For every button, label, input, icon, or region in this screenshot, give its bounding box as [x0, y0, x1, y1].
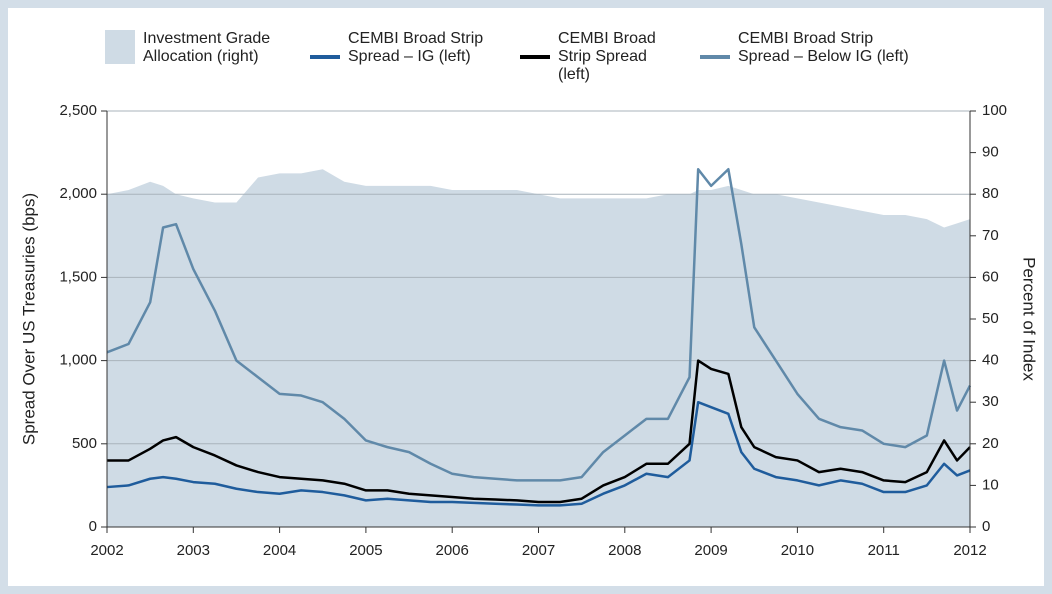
legend-label: CEMBI Broad Strip Spread – IG (left)	[348, 30, 484, 65]
y2-tick-label: 30	[982, 393, 999, 410]
y2-tick-label: 20	[982, 435, 999, 452]
y2-axis-title: Percent of Index	[1020, 257, 1039, 381]
y2-tick-label: 40	[982, 352, 999, 369]
line-series	[106, 167, 972, 482]
legend-swatch	[520, 55, 550, 59]
area	[107, 169, 970, 528]
x-tick-label: 2011	[868, 542, 900, 559]
line-series	[107, 359, 971, 504]
x-tick-label: 2002	[90, 542, 123, 559]
y2-tick-label: 100	[982, 102, 1007, 119]
x-tick-label: 2007	[522, 542, 555, 559]
x-tick-label: 2009	[694, 542, 727, 559]
line-series	[106, 400, 971, 507]
y-tick-label: 2,000	[59, 185, 97, 202]
legend-label: CEMBI Broad Strip Spread (left)	[558, 30, 656, 83]
y-tick-label: 1,500	[59, 268, 97, 285]
y2-tick-label: 50	[982, 310, 999, 327]
y-axis-title: Spread Over US Treasuries (bps)	[19, 193, 38, 445]
x-tick-label: 2006	[436, 542, 469, 559]
legend-swatch	[105, 30, 135, 64]
x-tick-label: 2003	[177, 542, 210, 559]
y2-tick-label: 60	[982, 268, 999, 285]
legend-label: CEMBI Broad Strip Spread – Below IG (lef…	[738, 30, 909, 65]
legend-item: CEMBI Broad Strip Spread – Below IG (lef…	[700, 30, 928, 66]
x-tick-label: 2004	[263, 542, 296, 559]
y2-tick-label: 80	[982, 185, 999, 202]
legend-item: CEMBI Broad Strip Spread – IG (left)	[310, 30, 488, 66]
y2-tick-label: 70	[982, 227, 999, 244]
y-tick-label: 1,000	[59, 352, 97, 369]
legend-item: Investment Grade Allocation (right)	[105, 30, 273, 66]
legend-swatch	[310, 55, 340, 59]
legend-label: Investment Grade Allocation (right)	[143, 30, 271, 65]
x-tick-label: 2005	[349, 542, 382, 559]
legend-item: CEMBI Broad Strip Spread (left)	[520, 30, 678, 84]
x-tick-label: 2008	[608, 542, 641, 559]
x-tick-label: 2012	[953, 542, 986, 559]
y2-tick-label: 10	[982, 476, 999, 493]
y2-tick-label: 90	[982, 144, 999, 161]
y-tick-label: 0	[89, 518, 97, 535]
y2-tick-label: 0	[982, 518, 990, 535]
legend-swatch	[700, 55, 730, 59]
x-tick-label: 2010	[781, 542, 814, 559]
y-tick-label: 2,500	[59, 102, 97, 119]
y-tick-label: 500	[72, 435, 97, 452]
